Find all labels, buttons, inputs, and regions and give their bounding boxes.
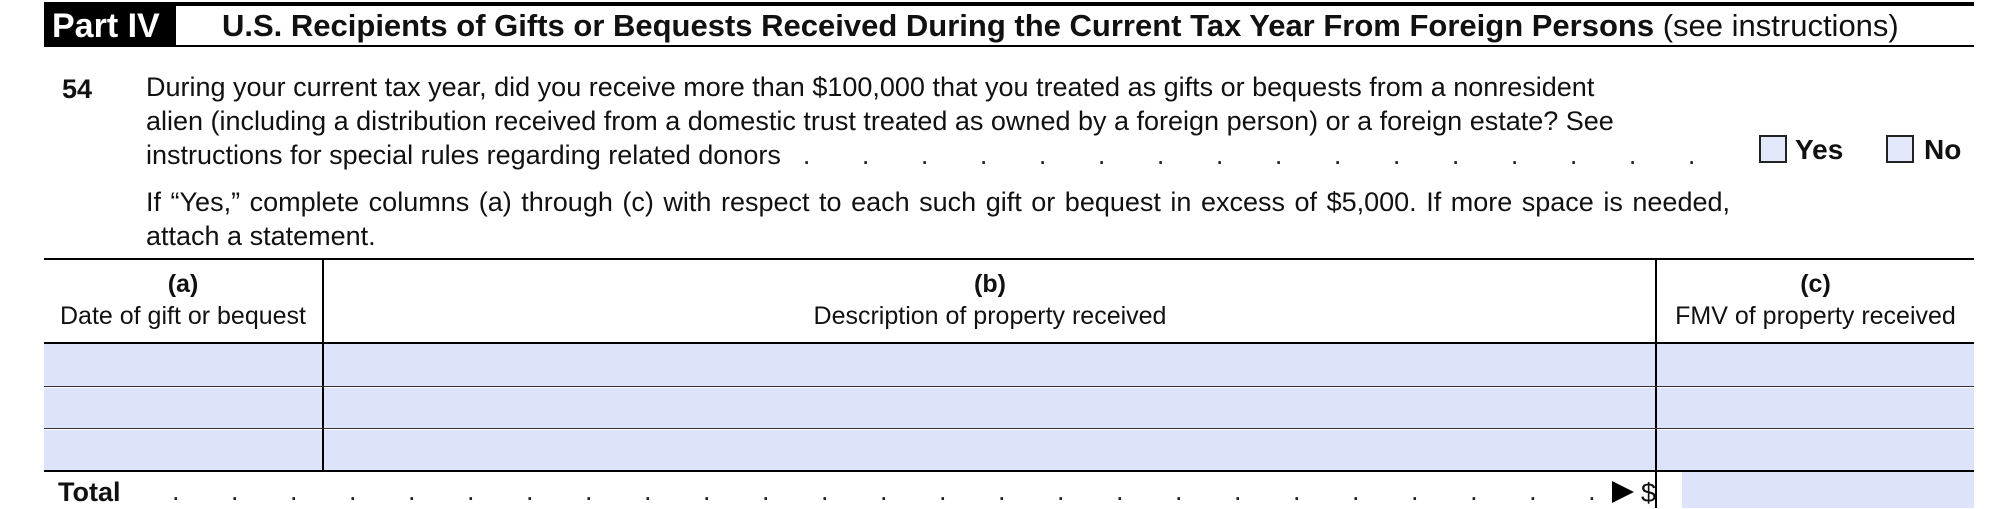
row-3-description-cell[interactable] (324, 430, 1655, 470)
column-label: Date of gift or bequest (60, 302, 306, 330)
yes-label: Yes (1795, 134, 1844, 165)
total-leader-dots: . . . . . . . . . . . . . . . . . . . . … (172, 476, 1596, 506)
header-rule (44, 45, 1974, 47)
column-header-b: (b) Description of property received (325, 268, 1655, 332)
row-1-fmv-cell[interactable] (1657, 344, 1974, 386)
row-3-date-cell[interactable] (44, 430, 322, 470)
row-3-fmv-cell[interactable] (1657, 430, 1974, 470)
column-divider (322, 260, 324, 472)
column-header-a: (a) Date of gift or bequest (44, 268, 322, 332)
question-text: During your current tax year, did you re… (146, 70, 1730, 172)
row-2-fmv-cell[interactable] (1657, 388, 1974, 428)
column-letter: (c) (1800, 270, 1831, 298)
question-number: 54 (62, 74, 93, 104)
column-label: Description of property received (813, 302, 1167, 330)
leader-dots: . . . . . . . . . . . . . . . . . . . . … (802, 140, 1730, 170)
total-label: Total (58, 477, 121, 507)
column-divider (1655, 260, 1657, 508)
total-top-rule (44, 470, 1974, 472)
row-2-description-input[interactable] (324, 388, 1655, 428)
row-2-date-input[interactable] (44, 388, 322, 428)
row-2-description-cell[interactable] (324, 388, 1655, 428)
row-2-fmv-input[interactable] (1657, 388, 1974, 428)
row-3-description-input[interactable] (324, 430, 1655, 470)
table-top-rule (44, 258, 1974, 260)
column-header-c: (c) FMV of property received (1657, 268, 1974, 332)
column-label: FMV of property received (1675, 302, 1956, 330)
part-title-text: U.S. Recipients of Gifts or Bequests Rec… (222, 8, 1655, 43)
row-divider (44, 428, 1974, 429)
question-line-1: During your current tax year, did you re… (146, 72, 1595, 102)
question-line-3: instructions for special rules regarding… (146, 138, 1730, 172)
question-line-2: alien (including a distribution received… (146, 106, 1614, 136)
total-fmv-input[interactable] (1682, 472, 1974, 508)
question-line-3-text: instructions for special rules regarding… (146, 140, 781, 170)
column-letter: (b) (974, 270, 1006, 298)
row-2-date-cell[interactable] (44, 388, 322, 428)
total-fmv-cell[interactable] (1682, 472, 1974, 508)
question-instruction: If “Yes,” complete columns (a) through (… (146, 187, 1730, 251)
row-1-fmv-input[interactable] (1657, 344, 1974, 386)
dollar-sign: $ (1641, 478, 1657, 508)
no-checkbox[interactable] (1886, 135, 1914, 163)
yes-checkbox[interactable] (1759, 135, 1787, 163)
part-label: Part IV (44, 6, 176, 46)
top-rule (44, 2, 1974, 6)
part-title-note: (see instructions) (1662, 8, 1899, 43)
row-1-date-input[interactable] (44, 344, 322, 386)
row-1-description-cell[interactable] (324, 344, 1655, 386)
part-title: U.S. Recipients of Gifts or Bequests Rec… (222, 6, 1899, 46)
row-divider (44, 386, 1974, 387)
row-3-date-input[interactable] (44, 430, 322, 470)
no-label: No (1924, 134, 1962, 165)
row-3-fmv-input[interactable] (1657, 430, 1974, 470)
column-letter: (a) (167, 270, 199, 298)
row-1-description-input[interactable] (324, 344, 1655, 386)
arrow-right-icon (1612, 481, 1634, 503)
header-bottom-rule (44, 342, 1974, 344)
row-1-date-cell[interactable] (44, 344, 322, 386)
